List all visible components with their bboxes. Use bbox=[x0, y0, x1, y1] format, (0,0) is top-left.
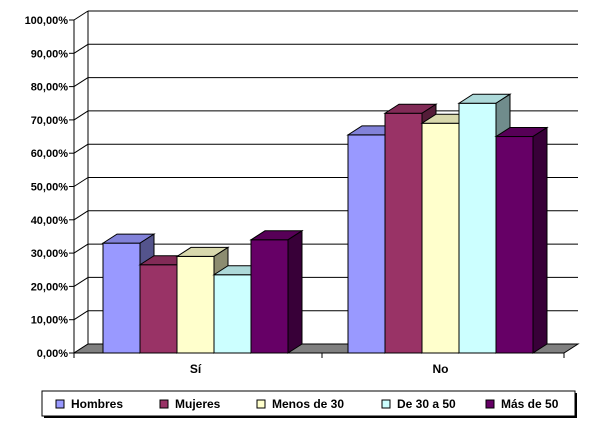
legend-label: Menos de 30 bbox=[272, 397, 344, 411]
legend-swatch bbox=[256, 399, 266, 409]
legend: Hombres Mujeres Menos de 30 De 30 a 50 Más d… bbox=[41, 390, 577, 418]
y-tick-label: 100,00% bbox=[25, 15, 69, 27]
bar-front bbox=[213, 274, 252, 354]
gridline-side bbox=[73, 143, 89, 154]
y-tick-label: 90,00% bbox=[31, 48, 69, 60]
gridline-side bbox=[73, 177, 89, 187]
y-tick-label: 10,00% bbox=[31, 315, 69, 327]
bars-layer bbox=[101, 93, 549, 354]
legend-swatch bbox=[159, 399, 169, 409]
bar-front bbox=[250, 239, 289, 354]
bar-front bbox=[176, 255, 215, 354]
gridline-side bbox=[73, 77, 89, 88]
gridline-side bbox=[73, 310, 89, 321]
gridline-side bbox=[73, 276, 89, 287]
x-category-label: Sí bbox=[190, 362, 202, 376]
bar bbox=[494, 126, 549, 354]
gridline-side bbox=[73, 10, 89, 21]
legend-swatch bbox=[381, 399, 391, 409]
legend-label: Hombres bbox=[71, 397, 123, 411]
y-tick-label: 30,00% bbox=[31, 248, 69, 260]
bar-front bbox=[347, 134, 386, 354]
label-layer: 0,00% 10,00% 20,00% 30,00% 40,00% 50,00% 60,00… bbox=[25, 15, 449, 376]
gridline-side bbox=[73, 210, 89, 221]
legend-label: Mujeres bbox=[175, 397, 221, 411]
bar-side bbox=[287, 229, 303, 354]
bar-front bbox=[384, 112, 423, 354]
legend-swatch bbox=[55, 399, 65, 409]
bar-front bbox=[139, 264, 178, 354]
bar-front bbox=[421, 122, 460, 354]
y-tick-label: 40,00% bbox=[31, 215, 69, 227]
legend-label: Más de 50 bbox=[501, 397, 559, 411]
bar-front bbox=[495, 136, 534, 354]
y-tick-label: 50,00% bbox=[31, 182, 69, 194]
bar bbox=[249, 229, 304, 354]
bar-front bbox=[458, 102, 497, 354]
x-category-label: No bbox=[433, 362, 449, 376]
legend-swatch bbox=[485, 399, 495, 409]
bar-side bbox=[532, 126, 548, 354]
y-tick-label: 60,00% bbox=[31, 148, 69, 160]
gridline-side bbox=[73, 243, 89, 254]
bar-front bbox=[102, 242, 141, 354]
y-tick-label: 20,00% bbox=[31, 281, 69, 293]
y-tick-label: 80,00% bbox=[31, 82, 69, 94]
gridline-side bbox=[73, 43, 89, 54]
legend-label: De 30 a 50 bbox=[397, 397, 456, 411]
y-tick-label: 0,00% bbox=[37, 348, 68, 360]
gridline-side bbox=[73, 110, 89, 121]
y-tick-label: 70,00% bbox=[31, 115, 69, 127]
